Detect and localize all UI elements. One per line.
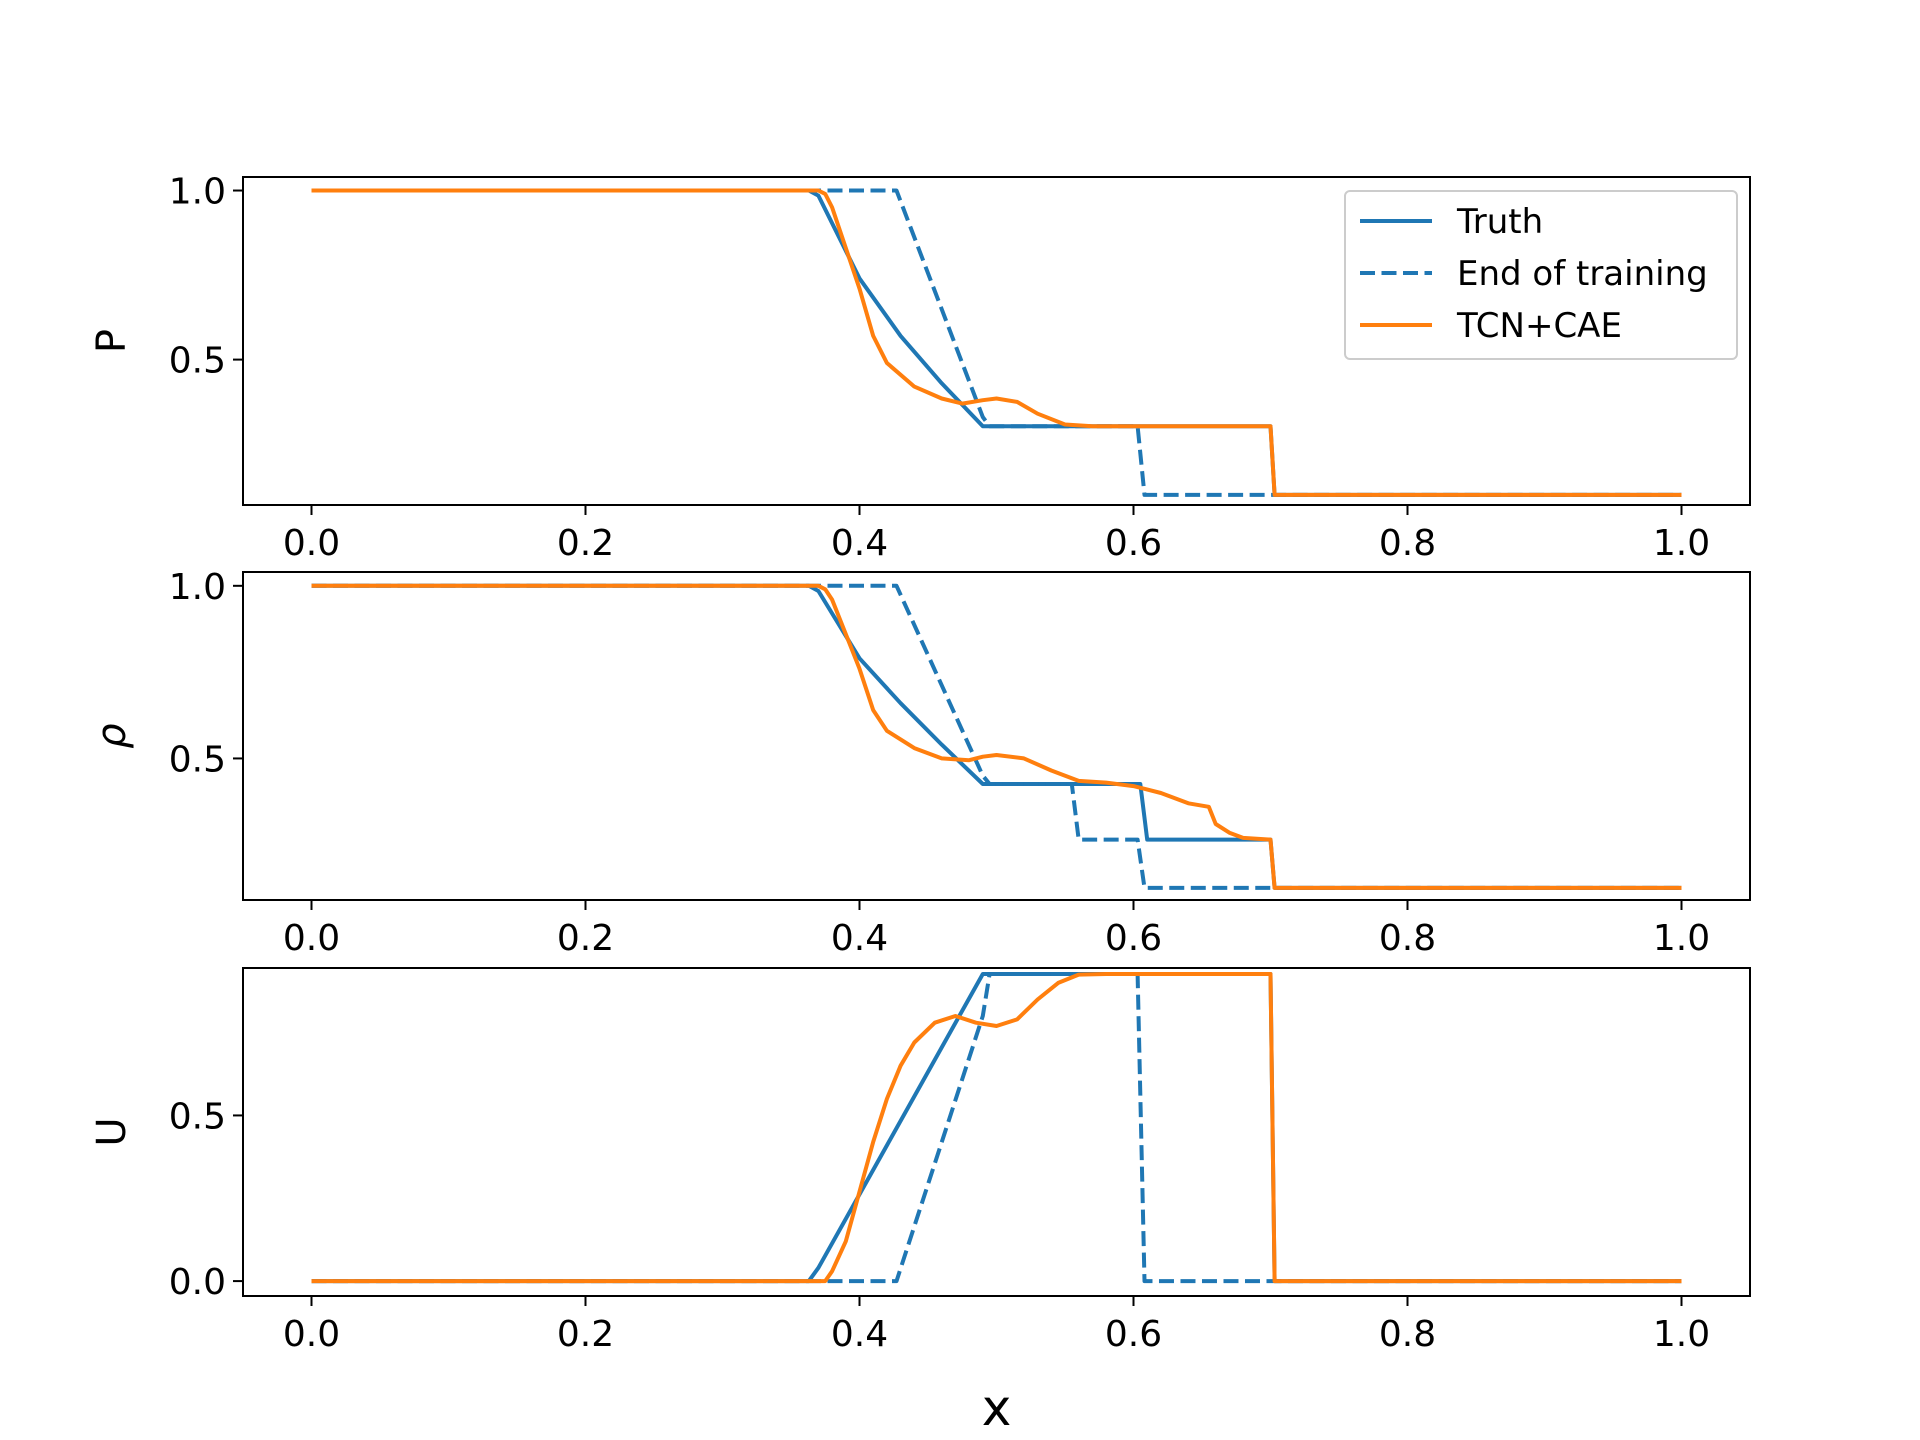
subplot-2: 0.0 0.2 0.4 0.6 0.8 1.0 0.5 1.0 ρ <box>89 567 1751 959</box>
y-tick-label: 1.0 <box>169 567 226 608</box>
x-tick-label: 0.6 <box>1105 523 1162 564</box>
legend-label-truth: Truth <box>1456 202 1543 242</box>
x-tick-label: 0.2 <box>557 918 614 959</box>
legend-label-tcn-cae: TCN+CAE <box>1456 306 1622 346</box>
subplot-1: 0.0 0.2 0.4 0.6 0.8 1.0 0.5 1.0 P Truth End of tra… <box>89 172 1751 564</box>
axes-frame <box>242 176 1751 506</box>
legend-label-end-of-training: End of training <box>1457 254 1708 294</box>
series-group <box>311 583 1682 890</box>
series-line-end-of-training <box>311 188 1682 497</box>
x-tick-label: 0.2 <box>557 523 614 564</box>
axes-frame <box>242 571 1751 901</box>
y-tick-label: 0.5 <box>169 341 226 382</box>
x-tick-label: 1.0 <box>1653 918 1710 959</box>
x-tick-label: 0.0 <box>283 1314 340 1355</box>
x-tick-label: 0.8 <box>1379 523 1436 564</box>
x-tick-label: 0.4 <box>831 523 888 564</box>
series-group <box>311 188 1682 497</box>
x-tick-label: 0.8 <box>1379 1314 1436 1355</box>
x-axis-label: x <box>982 1379 1012 1437</box>
y-axis-label: U <box>89 1117 135 1146</box>
series-line-tcn-cae <box>311 972 1682 1284</box>
series-line-tcn-cae <box>311 188 1682 497</box>
axes-frame <box>242 967 1751 1297</box>
series-group <box>311 972 1682 1284</box>
x-tick-label: 0.8 <box>1379 918 1436 959</box>
x-tick-label: 0.2 <box>557 1314 614 1355</box>
series-line-end-of-training <box>311 583 1682 890</box>
y-tick-label: 0.5 <box>169 739 226 780</box>
y-axis-label: ρ <box>89 723 135 748</box>
x-tick-label: 1.0 <box>1653 1314 1710 1355</box>
series-line-truth <box>311 972 1682 1284</box>
y-tick-label: 0.5 <box>169 1096 226 1137</box>
y-tick-label: 0.0 <box>169 1262 226 1303</box>
x-tick-label: 0.6 <box>1105 918 1162 959</box>
x-tick-label: 0.0 <box>283 918 340 959</box>
legend-box <box>1344 190 1738 360</box>
x-tick-label: 0.4 <box>831 1314 888 1355</box>
x-tick-label: 0.4 <box>831 918 888 959</box>
x-tick-label: 1.0 <box>1653 523 1710 564</box>
series-line-truth <box>311 583 1682 890</box>
series-line-tcn-cae <box>311 583 1682 890</box>
x-tick-label: 0.6 <box>1105 1314 1162 1355</box>
series-line-end-of-training <box>311 972 1682 1284</box>
y-axis-label: P <box>89 329 135 353</box>
y-tick-label: 1.0 <box>169 172 226 213</box>
subplot-3: 0.0 0.2 0.4 0.6 0.8 1.0 0.0 0.5 Ux <box>89 967 1751 1437</box>
x-tick-label: 0.0 <box>283 523 340 564</box>
legend: Truth End of training TCN+CAE <box>1344 190 1738 360</box>
